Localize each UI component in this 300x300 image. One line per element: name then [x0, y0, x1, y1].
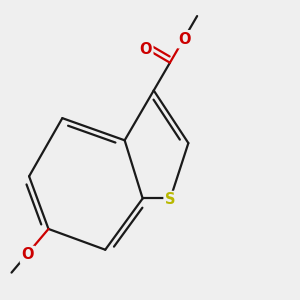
Text: O: O — [139, 42, 152, 57]
Text: S: S — [165, 193, 175, 208]
Text: O: O — [178, 32, 191, 47]
Text: O: O — [22, 248, 34, 262]
